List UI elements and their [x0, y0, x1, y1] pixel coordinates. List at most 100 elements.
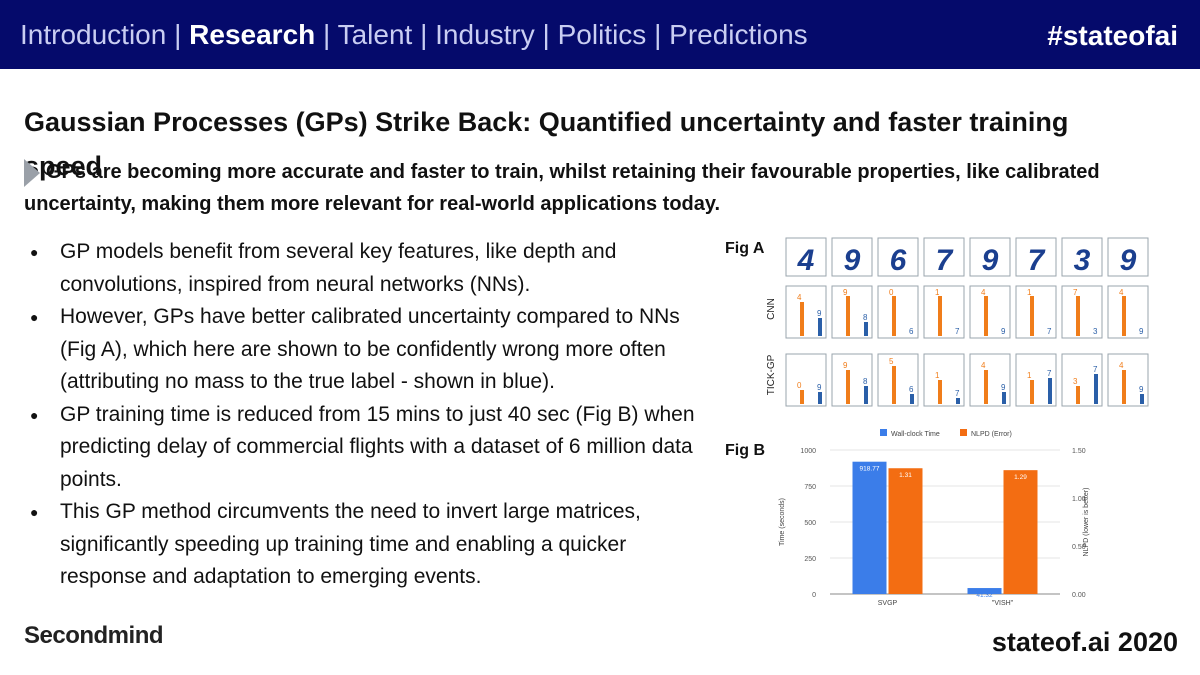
true-class-label: 9: [1001, 327, 1006, 336]
probability-panel: [969, 285, 1011, 339]
data-label: 1.29: [1014, 474, 1027, 481]
true-class-label: 9: [817, 383, 822, 392]
footer-brand: stateof.ai 2020: [991, 627, 1178, 657]
top-navigation-bar: Introduction | Research | Talent | Indus…: [0, 0, 1200, 69]
true-class-bar: [864, 386, 868, 404]
true-class-label: 6: [909, 385, 914, 394]
predicted-class-bar: [892, 366, 896, 404]
predicted-class-label: 7: [1073, 288, 1078, 297]
true-class-bar: [864, 322, 868, 336]
fig-b-chart: Wall-clock Time NLPD (Error) 0 250 500 750 100…: [779, 429, 1090, 607]
true-class-label: 7: [1047, 327, 1052, 336]
predicted-class-label: 4: [981, 361, 986, 370]
digit-image: 7: [1028, 244, 1046, 277]
y2-tick-label: 0.00: [1072, 592, 1086, 599]
predicted-class-bar: [1030, 296, 1034, 336]
digit-image: 7: [936, 244, 954, 277]
digit-image: 9: [1120, 244, 1137, 277]
digit-image: 9: [844, 244, 861, 277]
y2-axis-title: NLPD (lower is better): [1083, 488, 1090, 557]
predicted-class-bar: [800, 390, 804, 404]
fig-b-label: Fig B: [725, 442, 765, 459]
legend-label: NLPD (Error): [971, 431, 1012, 438]
predicted-class-label: 1: [1027, 371, 1032, 380]
true-class-bar: [956, 398, 960, 404]
predicted-class-bar: [1030, 380, 1034, 404]
y2-tick-label: 1.50: [1072, 448, 1086, 455]
predicted-class-label: 4: [1119, 288, 1124, 297]
true-class-label: 7: [955, 389, 960, 398]
x-tick-label: SVGP: [878, 600, 898, 607]
legend-swatch: [880, 429, 887, 436]
bullet-item: However, GPs have better calibrated unce…: [28, 301, 718, 399]
predicted-class-bar: [846, 370, 850, 404]
y-tick-label: 0: [812, 592, 816, 599]
true-class-label: 9: [1139, 327, 1144, 336]
digit-image-frame: [877, 237, 919, 277]
predicted-class-label: 0: [889, 288, 894, 297]
probability-panel: [1061, 285, 1103, 339]
bullet-list: GP models benefit from several key featu…: [28, 236, 718, 594]
bar-nlpd-error: [888, 468, 923, 594]
true-class-bar: [910, 394, 914, 404]
bar-wall-clock-time: [967, 588, 1002, 594]
x-tick-label: "VISH": [992, 600, 1014, 607]
predicted-class-bar: [1076, 296, 1080, 336]
nav-item-talent[interactable]: Talent: [337, 19, 413, 50]
predicted-class-bar: [984, 296, 988, 336]
true-class-label: 6: [909, 327, 914, 336]
data-label: 1.31: [899, 472, 912, 479]
predicted-class-label: 4: [797, 293, 802, 302]
y-tick-label: 750: [804, 484, 816, 491]
probability-panel: [877, 285, 919, 339]
y-tick-label: 500: [804, 520, 816, 527]
bullet-item: GP models benefit from several key featu…: [28, 236, 718, 301]
nav-item-predictions[interactable]: Predictions: [669, 19, 808, 50]
row-label: TICK-GP: [766, 354, 777, 395]
predicted-class-label: 4: [981, 288, 986, 297]
section-nav: Introduction | Research | Talent | Indus…: [20, 19, 808, 50]
true-class-label: 7: [1047, 369, 1052, 378]
probability-panel: [1015, 285, 1057, 339]
y2-tick-label: 0.50: [1072, 544, 1086, 551]
nav-item-industry[interactable]: Industry: [435, 19, 535, 50]
predicted-class-label: 1: [935, 288, 940, 297]
predicted-class-label: 1: [1027, 288, 1032, 297]
legend-swatch: [960, 429, 967, 436]
slide-subtitle: GPs are becoming more accurate and faste…: [24, 156, 1174, 220]
slide-title: Gaussian Processes (GPs) Strike Back: Qu…: [24, 107, 1069, 181]
arrow-icon: [24, 158, 40, 187]
true-class-label: 8: [863, 377, 868, 386]
nav-item-politics[interactable]: Politics: [557, 19, 647, 50]
true-class-bar: [1140, 394, 1144, 404]
digit-image: 9: [982, 244, 999, 277]
predicted-class-bar: [1122, 296, 1126, 336]
nav-item-introduction[interactable]: Introduction: [20, 19, 167, 50]
fig-a-label: Fig A: [725, 240, 765, 257]
true-class-label: 7: [955, 327, 960, 336]
y-tick-label: 1000: [800, 448, 816, 455]
bullet-item: GP training time is reduced from 15 mins…: [28, 399, 718, 497]
secondmind-logo: Secondmind: [24, 622, 164, 649]
predicted-class-label: 4: [1119, 361, 1124, 370]
bar-nlpd-error: [1003, 470, 1038, 594]
predicted-class-bar: [892, 296, 896, 336]
true-class-label: 9: [817, 309, 822, 318]
row-label: CNN: [766, 298, 777, 320]
digit-image-frame: [1107, 237, 1149, 277]
digit-image-frame: [785, 237, 827, 277]
true-class-bar: [1002, 392, 1006, 404]
true-class-label: 9: [1001, 383, 1006, 392]
predicted-class-bar: [984, 370, 988, 404]
y-axis-title: Time (seconds): [779, 498, 786, 546]
nav-item-research[interactable]: Research: [189, 19, 316, 50]
legend-label: Wall-clock Time: [891, 431, 940, 438]
true-class-bar: [1048, 378, 1052, 404]
digit-image-frame: [831, 237, 873, 277]
predicted-class-bar: [1122, 370, 1126, 404]
digit-image-frame: [1015, 237, 1057, 277]
digit-image: 6: [890, 244, 907, 277]
data-label: 41.32: [976, 592, 993, 599]
predicted-class-label: 0: [797, 381, 802, 390]
true-class-bar: [818, 318, 822, 336]
